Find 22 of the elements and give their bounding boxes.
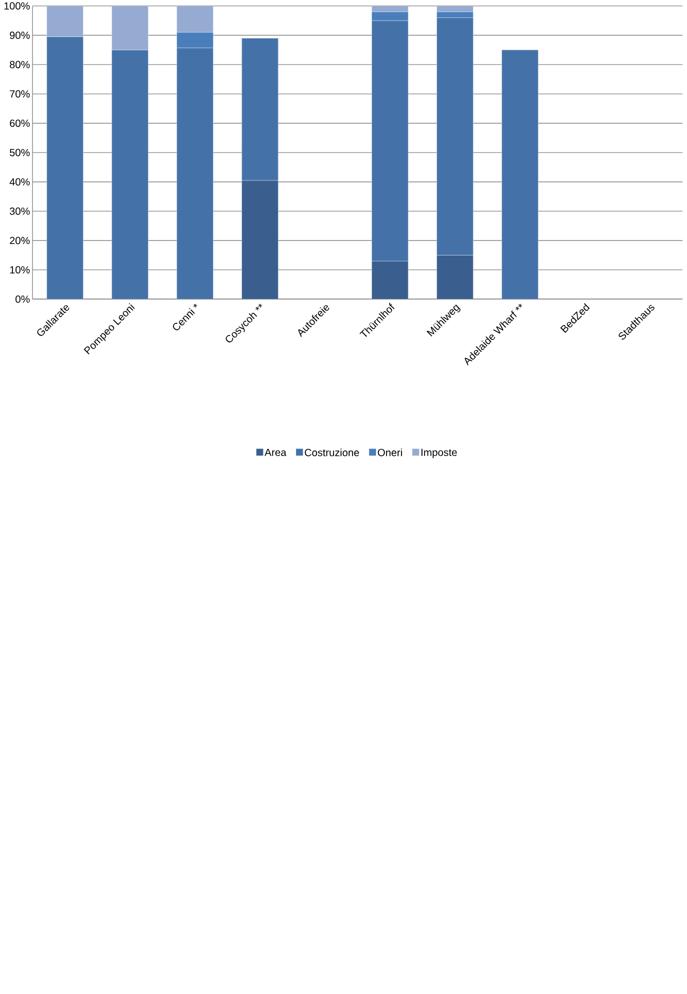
legend-label: Oneri <box>378 448 402 456</box>
bar <box>176 6 214 32</box>
legend-label: Area <box>264 448 286 456</box>
y-tick-label: 80% <box>10 60 30 68</box>
bar <box>112 50 148 300</box>
legend-label: Costruzione <box>304 448 359 456</box>
y-tick-label: 50% <box>10 148 30 156</box>
y-tick-label: 10% <box>10 266 30 274</box>
y-tick-label: 40% <box>9 178 30 186</box>
bar <box>372 6 408 12</box>
y-tick-label: 70% <box>10 90 30 98</box>
bar <box>112 6 148 50</box>
y-tick-label: 0% <box>15 295 30 303</box>
y-tick-label: 60% <box>10 120 30 127</box>
legend-label: Imposte <box>421 448 457 458</box>
y-tick-label: 100% <box>4 2 30 10</box>
y-tick-label: 20% <box>10 236 30 244</box>
bar <box>46 6 84 37</box>
y-tick-label: 90% <box>10 32 30 39</box>
bar <box>436 6 474 12</box>
y-tick-label: 30% <box>10 208 30 215</box>
bar <box>501 50 538 300</box>
